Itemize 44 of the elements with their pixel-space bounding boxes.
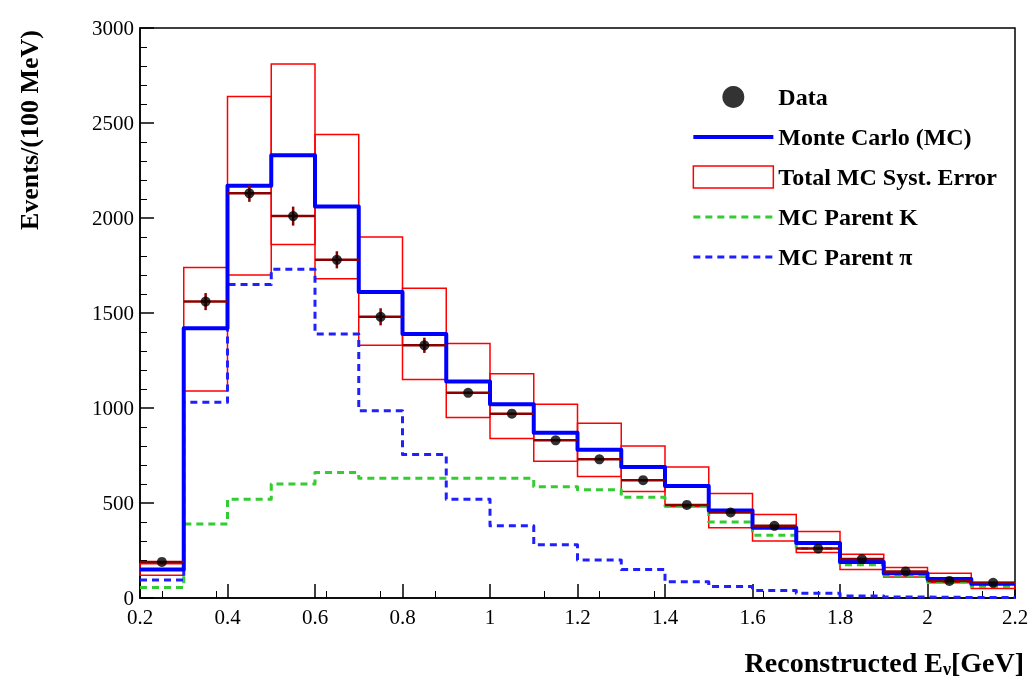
legend-label: Monte Carlo (MC) [778,124,972,150]
x-tick-label: 1.4 [651,604,679,629]
point [156,556,167,567]
legend-label: MC Parent π [778,244,913,270]
y-tick-label: 2000 [92,206,134,230]
point [594,454,605,465]
x-tick-label: 1.8 [826,604,854,629]
x-tick-label: 1.6 [739,604,766,629]
x-tick-label: 2.2 [1001,604,1029,629]
point [244,188,255,199]
legend-label: Total MC Syst. Error [778,164,998,190]
y-tick-label: 500 [102,491,134,515]
point [900,566,911,577]
x-tick-label: 1 [484,604,496,629]
legend-label: MC Parent K [778,204,919,230]
point [769,520,780,531]
y-tick-label: 2500 [92,111,134,135]
point [463,387,474,398]
point [200,296,211,307]
y-tick-label: 1500 [92,301,134,325]
point [331,254,342,265]
point [681,499,692,510]
point [988,577,999,588]
bar [839,553,885,571]
point [506,408,517,419]
point [856,554,867,565]
point [288,211,299,222]
x-tick-label: 1.2 [564,604,591,629]
point [375,311,386,322]
point [550,435,561,446]
y-tick-label: 3000 [92,16,134,40]
point [944,575,955,586]
x-tick-label: 0.6 [301,604,329,629]
y-tick-label: 1000 [92,396,134,420]
x-tick-label: 0.8 [389,604,416,629]
y-axis-title: Events/(100 MeV) [14,30,44,231]
point [638,475,649,486]
x-tick-label: 0.4 [214,604,242,629]
x-tick-label: 2 [922,604,933,629]
legend-label: Data [778,84,828,110]
point [725,507,736,518]
point [419,340,430,351]
point [813,543,824,554]
bar [139,563,185,576]
